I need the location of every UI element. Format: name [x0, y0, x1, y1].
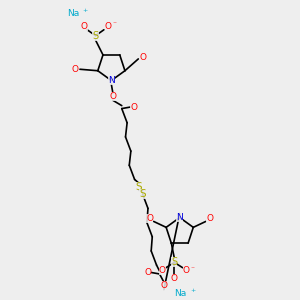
Text: S: S	[171, 257, 177, 267]
Text: S: S	[136, 182, 142, 192]
Text: O: O	[72, 65, 79, 74]
Text: N: N	[108, 76, 115, 85]
Text: N: N	[176, 213, 183, 222]
Text: O: O	[171, 274, 178, 283]
Text: O: O	[183, 266, 190, 275]
Text: O: O	[160, 281, 167, 290]
Text: ⁻: ⁻	[112, 20, 116, 28]
Text: +: +	[82, 8, 88, 13]
Text: O: O	[81, 22, 88, 31]
Text: O: O	[140, 53, 147, 62]
Text: O: O	[109, 92, 116, 101]
Text: S: S	[92, 31, 99, 41]
Text: O: O	[146, 214, 153, 223]
Text: Na: Na	[174, 289, 186, 298]
Text: O: O	[159, 266, 166, 275]
Text: S: S	[139, 189, 146, 199]
Text: O: O	[130, 103, 137, 112]
Text: O: O	[105, 22, 112, 31]
Text: O: O	[206, 214, 213, 223]
Text: O: O	[144, 268, 151, 277]
Text: ⁻: ⁻	[191, 265, 195, 274]
Text: +: +	[190, 288, 195, 293]
Text: Na: Na	[67, 9, 80, 18]
